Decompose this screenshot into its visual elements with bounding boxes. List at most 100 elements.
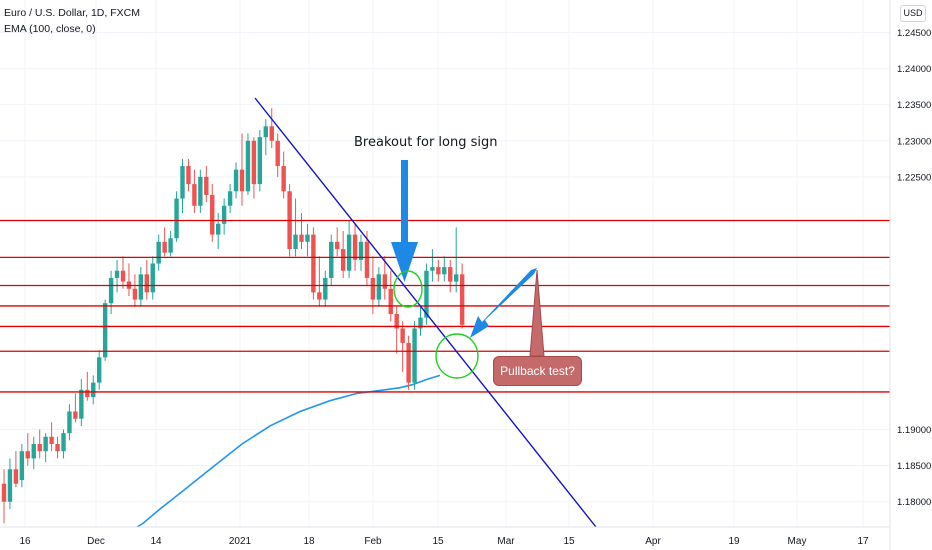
candle-body bbox=[400, 328, 405, 343]
candle-body bbox=[370, 277, 376, 300]
price-tick-label: 1.18000 bbox=[897, 497, 931, 508]
candle-body bbox=[210, 194, 215, 235]
candle-body bbox=[162, 241, 167, 253]
candle-body bbox=[406, 342, 411, 383]
candle-body bbox=[120, 270, 126, 282]
candle-body bbox=[85, 389, 90, 398]
indicator-label: EMA (100, close, 0) bbox=[4, 23, 96, 35]
time-tick-label: 15 bbox=[432, 536, 444, 547]
time-tick-label: 18 bbox=[303, 536, 315, 547]
candle-body bbox=[61, 433, 66, 452]
candle-body bbox=[323, 277, 328, 300]
price-levels: 1.218961.213851.209951.207121.204281.200… bbox=[0, 213, 931, 399]
candle-body bbox=[418, 317, 423, 329]
ema-100-line bbox=[136, 374, 441, 528]
price-tick-label: 1.19000 bbox=[897, 425, 931, 436]
candle-body bbox=[1, 483, 7, 502]
price-tick-label: 1.22500 bbox=[897, 172, 931, 183]
price-axis-bg bbox=[890, 0, 932, 550]
candle-body bbox=[245, 140, 251, 192]
time-tick-label: 15 bbox=[563, 536, 575, 547]
candle-body bbox=[25, 451, 30, 459]
candle-body bbox=[335, 241, 340, 250]
breakout-circle bbox=[393, 270, 423, 308]
candle-body bbox=[97, 357, 102, 383]
candle-body bbox=[233, 169, 239, 192]
currency-button[interactable]: USD bbox=[900, 5, 926, 22]
ema-line bbox=[136, 374, 441, 528]
candle-body bbox=[73, 411, 78, 419]
candle-body bbox=[388, 288, 393, 315]
candle-body bbox=[19, 451, 25, 481]
candle-body bbox=[31, 443, 36, 459]
candle-body bbox=[221, 205, 227, 224]
candle-body bbox=[192, 184, 197, 206]
time-tick-label: Dec bbox=[87, 536, 105, 547]
candle-body bbox=[442, 267, 447, 275]
price-tick-label: 1.23000 bbox=[897, 136, 931, 147]
time-tick-label: 17 bbox=[857, 536, 869, 547]
candle-body bbox=[358, 241, 364, 260]
candle-body bbox=[37, 443, 42, 452]
candle-body bbox=[150, 263, 155, 293]
candle-body bbox=[43, 436, 48, 452]
time-tick-label: 19 bbox=[728, 536, 740, 547]
candle-body bbox=[281, 166, 286, 192]
candle-body bbox=[459, 274, 465, 325]
candle-body bbox=[91, 382, 96, 398]
price-axis: 1.24500 1.24000 1.23500 1.23000 1.22500 1.190… bbox=[889, 0, 932, 550]
candle-body bbox=[186, 166, 191, 185]
candle-body bbox=[269, 126, 274, 141]
candle-body bbox=[275, 140, 280, 167]
time-tick-label: Feb bbox=[364, 536, 382, 547]
callout-pointer bbox=[529, 269, 545, 357]
candle-body bbox=[198, 176, 203, 206]
price-tick-label: 1.18500 bbox=[897, 461, 931, 472]
time-tick-label: 2021 bbox=[229, 536, 252, 547]
price-tick-label: 1.24000 bbox=[897, 64, 931, 75]
candle-body bbox=[108, 277, 114, 304]
candle-body bbox=[102, 303, 108, 358]
candle-body bbox=[13, 469, 19, 484]
chart-grid bbox=[0, 0, 890, 527]
candle-body bbox=[204, 176, 209, 195]
candle-body bbox=[430, 267, 435, 271]
candle-body bbox=[7, 469, 13, 502]
candle-body bbox=[263, 126, 268, 138]
candle-body bbox=[239, 169, 245, 192]
candle-body bbox=[79, 389, 84, 419]
candle-body bbox=[305, 234, 310, 242]
time-axis: 16 Dec 14 2021 18 Feb 15 Mar 15 Apr 19 May 17 bbox=[0, 526, 890, 547]
candle-body bbox=[424, 270, 429, 318]
trendline bbox=[254, 97, 597, 528]
candle-body bbox=[156, 241, 161, 264]
time-tick-label: Mar bbox=[497, 536, 515, 547]
candle-body bbox=[412, 328, 417, 383]
chart-legend: Euro / U.S. Dollar, 1D, FXCM EMA (100, c… bbox=[4, 5, 140, 37]
time-tick-label: 14 bbox=[150, 536, 162, 547]
candlestick-series bbox=[1, 108, 465, 524]
candle-body bbox=[180, 166, 185, 199]
candle-body bbox=[346, 234, 352, 271]
candle-body bbox=[49, 436, 54, 444]
candle-body bbox=[132, 288, 138, 300]
candle-body bbox=[251, 140, 257, 185]
time-tick-label: 16 bbox=[19, 536, 31, 547]
candle-body bbox=[436, 267, 441, 275]
candle-body bbox=[382, 274, 387, 289]
candle-body bbox=[317, 292, 322, 300]
candle-body bbox=[293, 234, 298, 250]
candle-body bbox=[144, 274, 149, 293]
candle-body bbox=[227, 191, 233, 206]
candle-body bbox=[364, 241, 370, 278]
price-tick-label: 1.23500 bbox=[897, 100, 931, 111]
time-tick-label: Apr bbox=[645, 536, 661, 547]
candle-body bbox=[138, 274, 144, 300]
pullback-callout: Pullback test? bbox=[493, 356, 582, 386]
breakout-arrow bbox=[391, 160, 418, 282]
price-tick-label: 1.24500 bbox=[897, 28, 931, 39]
candle-body bbox=[376, 274, 382, 300]
time-tick-label: May bbox=[788, 536, 807, 547]
candle-body bbox=[448, 267, 453, 282]
